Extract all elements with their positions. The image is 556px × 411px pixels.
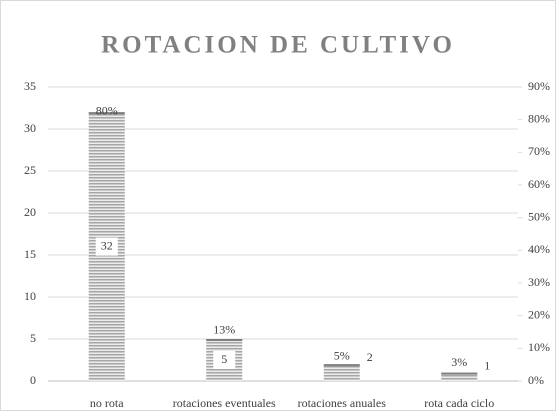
y2-tick-label: 10% bbox=[528, 340, 550, 354]
bar-top bbox=[441, 372, 478, 375]
x-tick-label: no rota bbox=[89, 396, 124, 410]
y-tick-label: 10 bbox=[24, 289, 36, 303]
value-label: 5 bbox=[221, 352, 227, 366]
value-label-box bbox=[213, 351, 236, 369]
y2-tick-label: 70% bbox=[528, 144, 550, 158]
x-tick-label: rotaciones anuales bbox=[297, 396, 386, 410]
y-tick-label: 15 bbox=[24, 247, 36, 261]
chart-title: ROTACION DE CULTIVO bbox=[101, 32, 455, 59]
y2-tick-label: 80% bbox=[528, 111, 550, 125]
value-label: 2 bbox=[367, 350, 373, 364]
y2-tick-label: 50% bbox=[528, 209, 550, 223]
bar-top bbox=[206, 339, 243, 341]
y2-tick-label: 90% bbox=[528, 79, 550, 93]
y2-tick-label: 20% bbox=[528, 307, 550, 321]
bar-top bbox=[323, 364, 360, 367]
percent-label: 13% bbox=[213, 322, 235, 336]
value-label: 32 bbox=[101, 238, 113, 252]
y-tick-label: 20 bbox=[24, 205, 36, 219]
y-tick-label: 35 bbox=[24, 79, 36, 93]
bar bbox=[441, 372, 478, 381]
x-tick-label: rota cada ciclo bbox=[424, 396, 495, 410]
bar-top bbox=[88, 112, 125, 115]
y-tick-label: 0 bbox=[30, 373, 36, 387]
y-tick-label: 25 bbox=[24, 163, 36, 177]
y-tick-label: 5 bbox=[30, 331, 36, 345]
y2-tick-label: 40% bbox=[528, 242, 550, 256]
y2-tick-label: 0% bbox=[528, 373, 544, 387]
y-tick-label: 30 bbox=[24, 121, 36, 135]
percent-label: 80% bbox=[96, 103, 118, 117]
value-label-box bbox=[95, 237, 118, 256]
percent-label: 5% bbox=[334, 348, 350, 362]
percent-label: 3% bbox=[451, 355, 467, 369]
y2-tick-label: 60% bbox=[528, 177, 550, 191]
value-label: 1 bbox=[484, 358, 490, 372]
bar bbox=[323, 364, 360, 381]
x-tick-label: rotaciones eventuales bbox=[172, 396, 276, 410]
y2-tick-label: 30% bbox=[528, 275, 550, 289]
